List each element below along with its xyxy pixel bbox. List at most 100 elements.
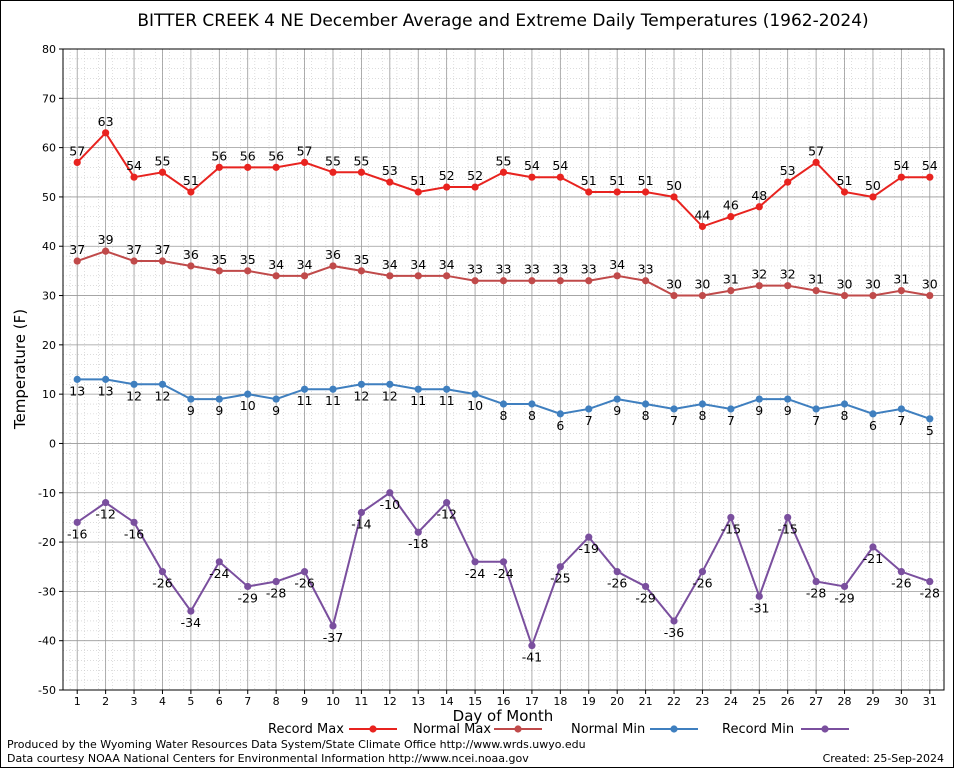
data-point xyxy=(926,291,934,300)
data-point xyxy=(528,173,536,181)
data-point xyxy=(784,513,792,522)
y-tick-label: 0 xyxy=(49,437,56,450)
data-label: 31 xyxy=(723,272,739,287)
data-point xyxy=(130,173,138,181)
legend-marker xyxy=(369,725,377,733)
legend-marker xyxy=(670,725,678,733)
series-normal-min: 13 13 12 12 9 9 10 9 11 11 12 12 11 11 10 8 8 6 7 9 8 7 8 7 9 9 7 8… xyxy=(69,375,934,438)
data-label: 12 xyxy=(353,388,369,403)
data-point xyxy=(357,168,366,176)
data-point xyxy=(613,272,621,280)
data-label: 57 xyxy=(808,143,824,158)
x-tick-label: 6 xyxy=(216,695,223,708)
data-point xyxy=(499,558,508,566)
data-label: -10 xyxy=(380,497,400,512)
data-point xyxy=(528,642,536,650)
data-label: 52 xyxy=(439,168,455,183)
x-tick-label: 29 xyxy=(866,695,880,708)
x-tick-label: 3 xyxy=(131,695,138,708)
data-label: 13 xyxy=(98,383,114,398)
data-label: 12 xyxy=(155,388,171,403)
data-point xyxy=(329,622,337,630)
data-point xyxy=(755,203,763,211)
x-tick-label: 12 xyxy=(383,695,397,708)
x-tick-label: 13 xyxy=(411,695,425,708)
data-point xyxy=(471,277,479,285)
data-label: 6 xyxy=(869,418,877,433)
data-point xyxy=(386,380,394,388)
data-point xyxy=(812,158,820,167)
data-point xyxy=(670,405,678,413)
y-tick-label: 40 xyxy=(42,240,56,253)
data-label: 57 xyxy=(69,143,85,158)
legend: Record Max Normal Max Normal Min Record Min xyxy=(268,722,849,737)
data-point xyxy=(102,247,110,255)
data-label: 56 xyxy=(268,148,284,163)
data-label: -12 xyxy=(436,507,456,522)
data-label: 33 xyxy=(638,262,654,277)
data-label: 10 xyxy=(467,398,483,413)
data-label: 63 xyxy=(98,114,114,129)
data-point xyxy=(784,395,792,403)
x-tick-label: 26 xyxy=(781,695,795,708)
data-point xyxy=(641,582,650,591)
data-label: 32 xyxy=(751,267,767,282)
data-point xyxy=(414,272,422,280)
data-point xyxy=(187,188,195,196)
data-point xyxy=(727,405,735,413)
data-point xyxy=(102,375,110,383)
data-label: -29 xyxy=(238,590,258,605)
data-label: 11 xyxy=(297,393,313,408)
data-point xyxy=(215,558,223,566)
data-label: -26 xyxy=(692,576,712,591)
data-point xyxy=(812,405,820,413)
data-point xyxy=(187,395,195,403)
data-label: 13 xyxy=(69,383,85,398)
data-label: -25 xyxy=(550,571,570,586)
data-point xyxy=(869,291,877,300)
data-point xyxy=(670,193,678,201)
y-tick-label: 10 xyxy=(42,388,56,401)
data-label: 35 xyxy=(240,252,256,267)
data-label: 11 xyxy=(325,393,341,408)
data-label: 33 xyxy=(524,262,540,277)
data-point xyxy=(613,568,621,576)
data-label: 51 xyxy=(183,173,199,188)
y-tick-label: -10 xyxy=(38,487,56,500)
data-point xyxy=(585,277,593,285)
data-label: -15 xyxy=(721,521,741,536)
data-point xyxy=(926,415,934,423)
data-label: 31 xyxy=(893,272,909,287)
data-point xyxy=(727,213,735,221)
y-tick-label: -50 xyxy=(38,684,56,697)
data-label: 57 xyxy=(297,143,313,158)
data-point xyxy=(187,607,195,615)
legend-marker xyxy=(514,725,522,733)
data-point xyxy=(300,568,309,576)
data-label: 34 xyxy=(410,257,426,272)
data-point xyxy=(272,272,280,280)
x-tick-label: 22 xyxy=(667,695,681,708)
data-label: -16 xyxy=(124,526,144,541)
x-tick-label: 23 xyxy=(695,695,709,708)
data-label: 7 xyxy=(897,413,905,428)
data-point xyxy=(215,395,223,403)
data-label: 30 xyxy=(922,277,938,292)
y-axis-label: Temperature (F) xyxy=(11,309,29,430)
x-tick-label: 17 xyxy=(525,695,539,708)
data-point xyxy=(158,168,167,176)
y-tick-label: 60 xyxy=(42,142,56,155)
data-label: 34 xyxy=(439,257,455,272)
data-label: 55 xyxy=(496,153,512,168)
data-label: 54 xyxy=(552,158,568,173)
x-tick-label: 30 xyxy=(894,695,908,708)
data-point xyxy=(386,178,394,186)
data-point xyxy=(698,222,707,231)
x-tick-label: 9 xyxy=(301,695,308,708)
x-tick-label: 2 xyxy=(102,695,109,708)
data-label: -29 xyxy=(834,590,854,605)
data-label: 9 xyxy=(187,403,195,418)
series-normal-max: 37 39 37 37 36 35 35 34 34 36 35 34 34 34 33 33 33 33 33 34… xyxy=(69,232,938,300)
